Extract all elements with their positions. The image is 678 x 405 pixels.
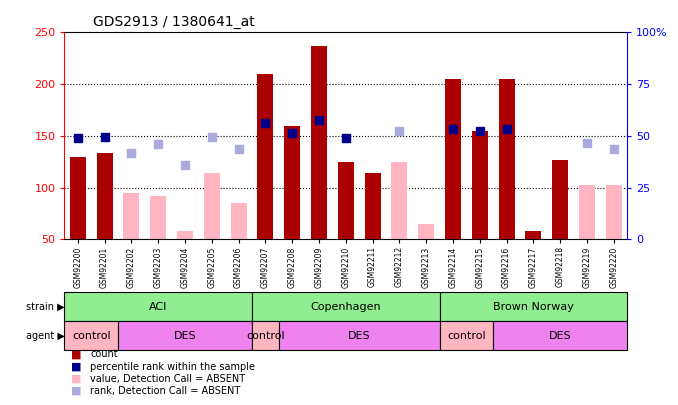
Text: DES: DES bbox=[348, 331, 370, 341]
Point bbox=[475, 128, 485, 134]
Point bbox=[180, 162, 191, 168]
Text: DES: DES bbox=[174, 331, 197, 341]
Text: rank, Detection Call = ABSENT: rank, Detection Call = ABSENT bbox=[90, 386, 241, 396]
Point bbox=[73, 135, 83, 141]
Bar bbox=[252, 321, 279, 350]
Bar bbox=[472, 131, 487, 239]
Bar bbox=[498, 79, 515, 239]
Text: ■: ■ bbox=[71, 350, 81, 359]
Point bbox=[126, 150, 137, 157]
Point bbox=[260, 120, 271, 127]
Text: value, Detection Call = ABSENT: value, Detection Call = ABSENT bbox=[90, 374, 245, 384]
Point bbox=[447, 126, 458, 132]
Bar bbox=[279, 321, 439, 350]
Bar bbox=[70, 157, 86, 239]
Bar bbox=[338, 162, 354, 239]
Point bbox=[153, 141, 163, 147]
Text: ■: ■ bbox=[71, 386, 81, 396]
Point bbox=[99, 134, 110, 140]
Text: ACI: ACI bbox=[149, 302, 167, 311]
Bar bbox=[605, 185, 622, 239]
Bar bbox=[311, 46, 327, 239]
Bar bbox=[118, 321, 252, 350]
Text: control: control bbox=[72, 331, 111, 341]
Bar bbox=[123, 193, 140, 239]
Bar bbox=[150, 196, 166, 239]
Text: count: count bbox=[90, 350, 118, 359]
Point bbox=[233, 146, 244, 153]
Bar bbox=[439, 321, 493, 350]
Point bbox=[421, 249, 432, 256]
Bar bbox=[418, 224, 434, 239]
Bar bbox=[493, 321, 627, 350]
Bar bbox=[177, 231, 193, 239]
Bar bbox=[439, 292, 627, 321]
Text: control: control bbox=[246, 331, 285, 341]
Text: ■: ■ bbox=[71, 362, 81, 371]
Bar bbox=[204, 173, 220, 239]
Bar bbox=[258, 74, 273, 239]
Text: Brown Norway: Brown Norway bbox=[493, 302, 574, 311]
Bar bbox=[391, 162, 407, 239]
Bar bbox=[552, 160, 568, 239]
Bar bbox=[64, 292, 252, 321]
Bar bbox=[284, 126, 300, 239]
Point bbox=[582, 140, 593, 146]
Bar bbox=[252, 292, 439, 321]
Point bbox=[608, 146, 619, 153]
Point bbox=[501, 126, 512, 132]
Bar bbox=[445, 79, 461, 239]
Point bbox=[287, 130, 298, 136]
Point bbox=[340, 135, 351, 141]
Text: GDS2913 / 1380641_at: GDS2913 / 1380641_at bbox=[92, 15, 254, 29]
Text: control: control bbox=[447, 331, 485, 341]
Bar bbox=[231, 203, 247, 239]
Text: strain ▶: strain ▶ bbox=[26, 302, 64, 311]
Bar bbox=[64, 321, 118, 350]
Bar bbox=[525, 231, 542, 239]
Text: percentile rank within the sample: percentile rank within the sample bbox=[90, 362, 255, 371]
Point bbox=[313, 117, 324, 124]
Bar bbox=[365, 173, 380, 239]
Point bbox=[394, 128, 405, 134]
Bar bbox=[579, 185, 595, 239]
Point bbox=[206, 134, 217, 140]
Text: ■: ■ bbox=[71, 374, 81, 384]
Text: Copenhagen: Copenhagen bbox=[311, 302, 381, 311]
Text: DES: DES bbox=[549, 331, 572, 341]
Text: agent ▶: agent ▶ bbox=[26, 331, 64, 341]
Bar bbox=[96, 153, 113, 239]
